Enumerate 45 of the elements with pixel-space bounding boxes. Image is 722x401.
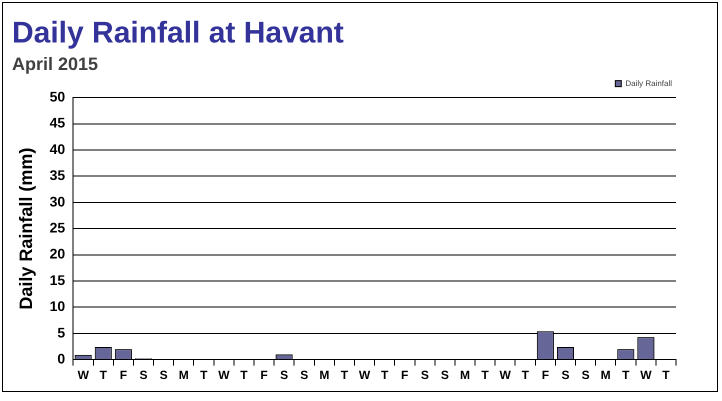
x-tick-label: S bbox=[160, 368, 168, 382]
x-tick-label: T bbox=[200, 368, 208, 382]
x-tick-label: W bbox=[78, 368, 90, 382]
y-tick-label: 25 bbox=[50, 219, 66, 236]
x-tick-label: F bbox=[120, 368, 128, 382]
chart-subtitle: April 2015 bbox=[12, 54, 98, 74]
y-tick-label: 5 bbox=[57, 324, 66, 340]
y-tick-label: 15 bbox=[50, 272, 66, 288]
x-tick-label: S bbox=[440, 368, 449, 382]
y-axis-title: Daily Rainfall (mm) bbox=[16, 148, 36, 310]
x-tick-label: W bbox=[640, 368, 652, 382]
y-tick-label: 35 bbox=[50, 167, 66, 184]
x-tick-label: T bbox=[622, 368, 630, 382]
x-tick-label: S bbox=[300, 368, 308, 382]
legend-label: Daily Rainfall bbox=[625, 78, 672, 88]
y-tick-label: 40 bbox=[50, 140, 66, 157]
x-tick-label: M bbox=[319, 368, 330, 382]
x-tick-label: W bbox=[218, 368, 230, 382]
x-tick-label: F bbox=[542, 368, 550, 382]
x-tick-label: S bbox=[582, 368, 590, 382]
x-tick-label: S bbox=[561, 368, 570, 382]
x-tick-label: T bbox=[522, 368, 530, 382]
x-tick-label: M bbox=[600, 368, 611, 382]
x-tick-label: S bbox=[420, 368, 429, 382]
x-tick-label: W bbox=[500, 368, 512, 382]
y-tick-label: 20 bbox=[50, 246, 66, 262]
x-tick-label: T bbox=[481, 368, 490, 382]
x-tick-label: T bbox=[380, 368, 389, 382]
x-tick-label: S bbox=[280, 368, 288, 382]
y-tick-label: 45 bbox=[50, 114, 66, 131]
x-tick-label: M bbox=[460, 368, 470, 382]
x-tick-label: S bbox=[139, 368, 148, 382]
y-tick-label: 0 bbox=[57, 350, 66, 366]
chart-title: Daily Rainfall at Havant bbox=[12, 16, 344, 50]
x-tick-label: T bbox=[340, 368, 349, 382]
y-tick-label: 50 bbox=[50, 88, 66, 104]
x-tick-label: W bbox=[358, 368, 371, 382]
y-tick-label: 10 bbox=[50, 298, 66, 314]
y-tick-label: 30 bbox=[50, 193, 66, 210]
x-tick-label: F bbox=[260, 368, 268, 382]
x-tick-label: M bbox=[178, 368, 189, 382]
x-tick-label: T bbox=[662, 368, 670, 382]
x-tick-label: T bbox=[240, 368, 248, 382]
x-tick-label: T bbox=[100, 368, 108, 382]
x-tick-label: F bbox=[401, 368, 408, 382]
